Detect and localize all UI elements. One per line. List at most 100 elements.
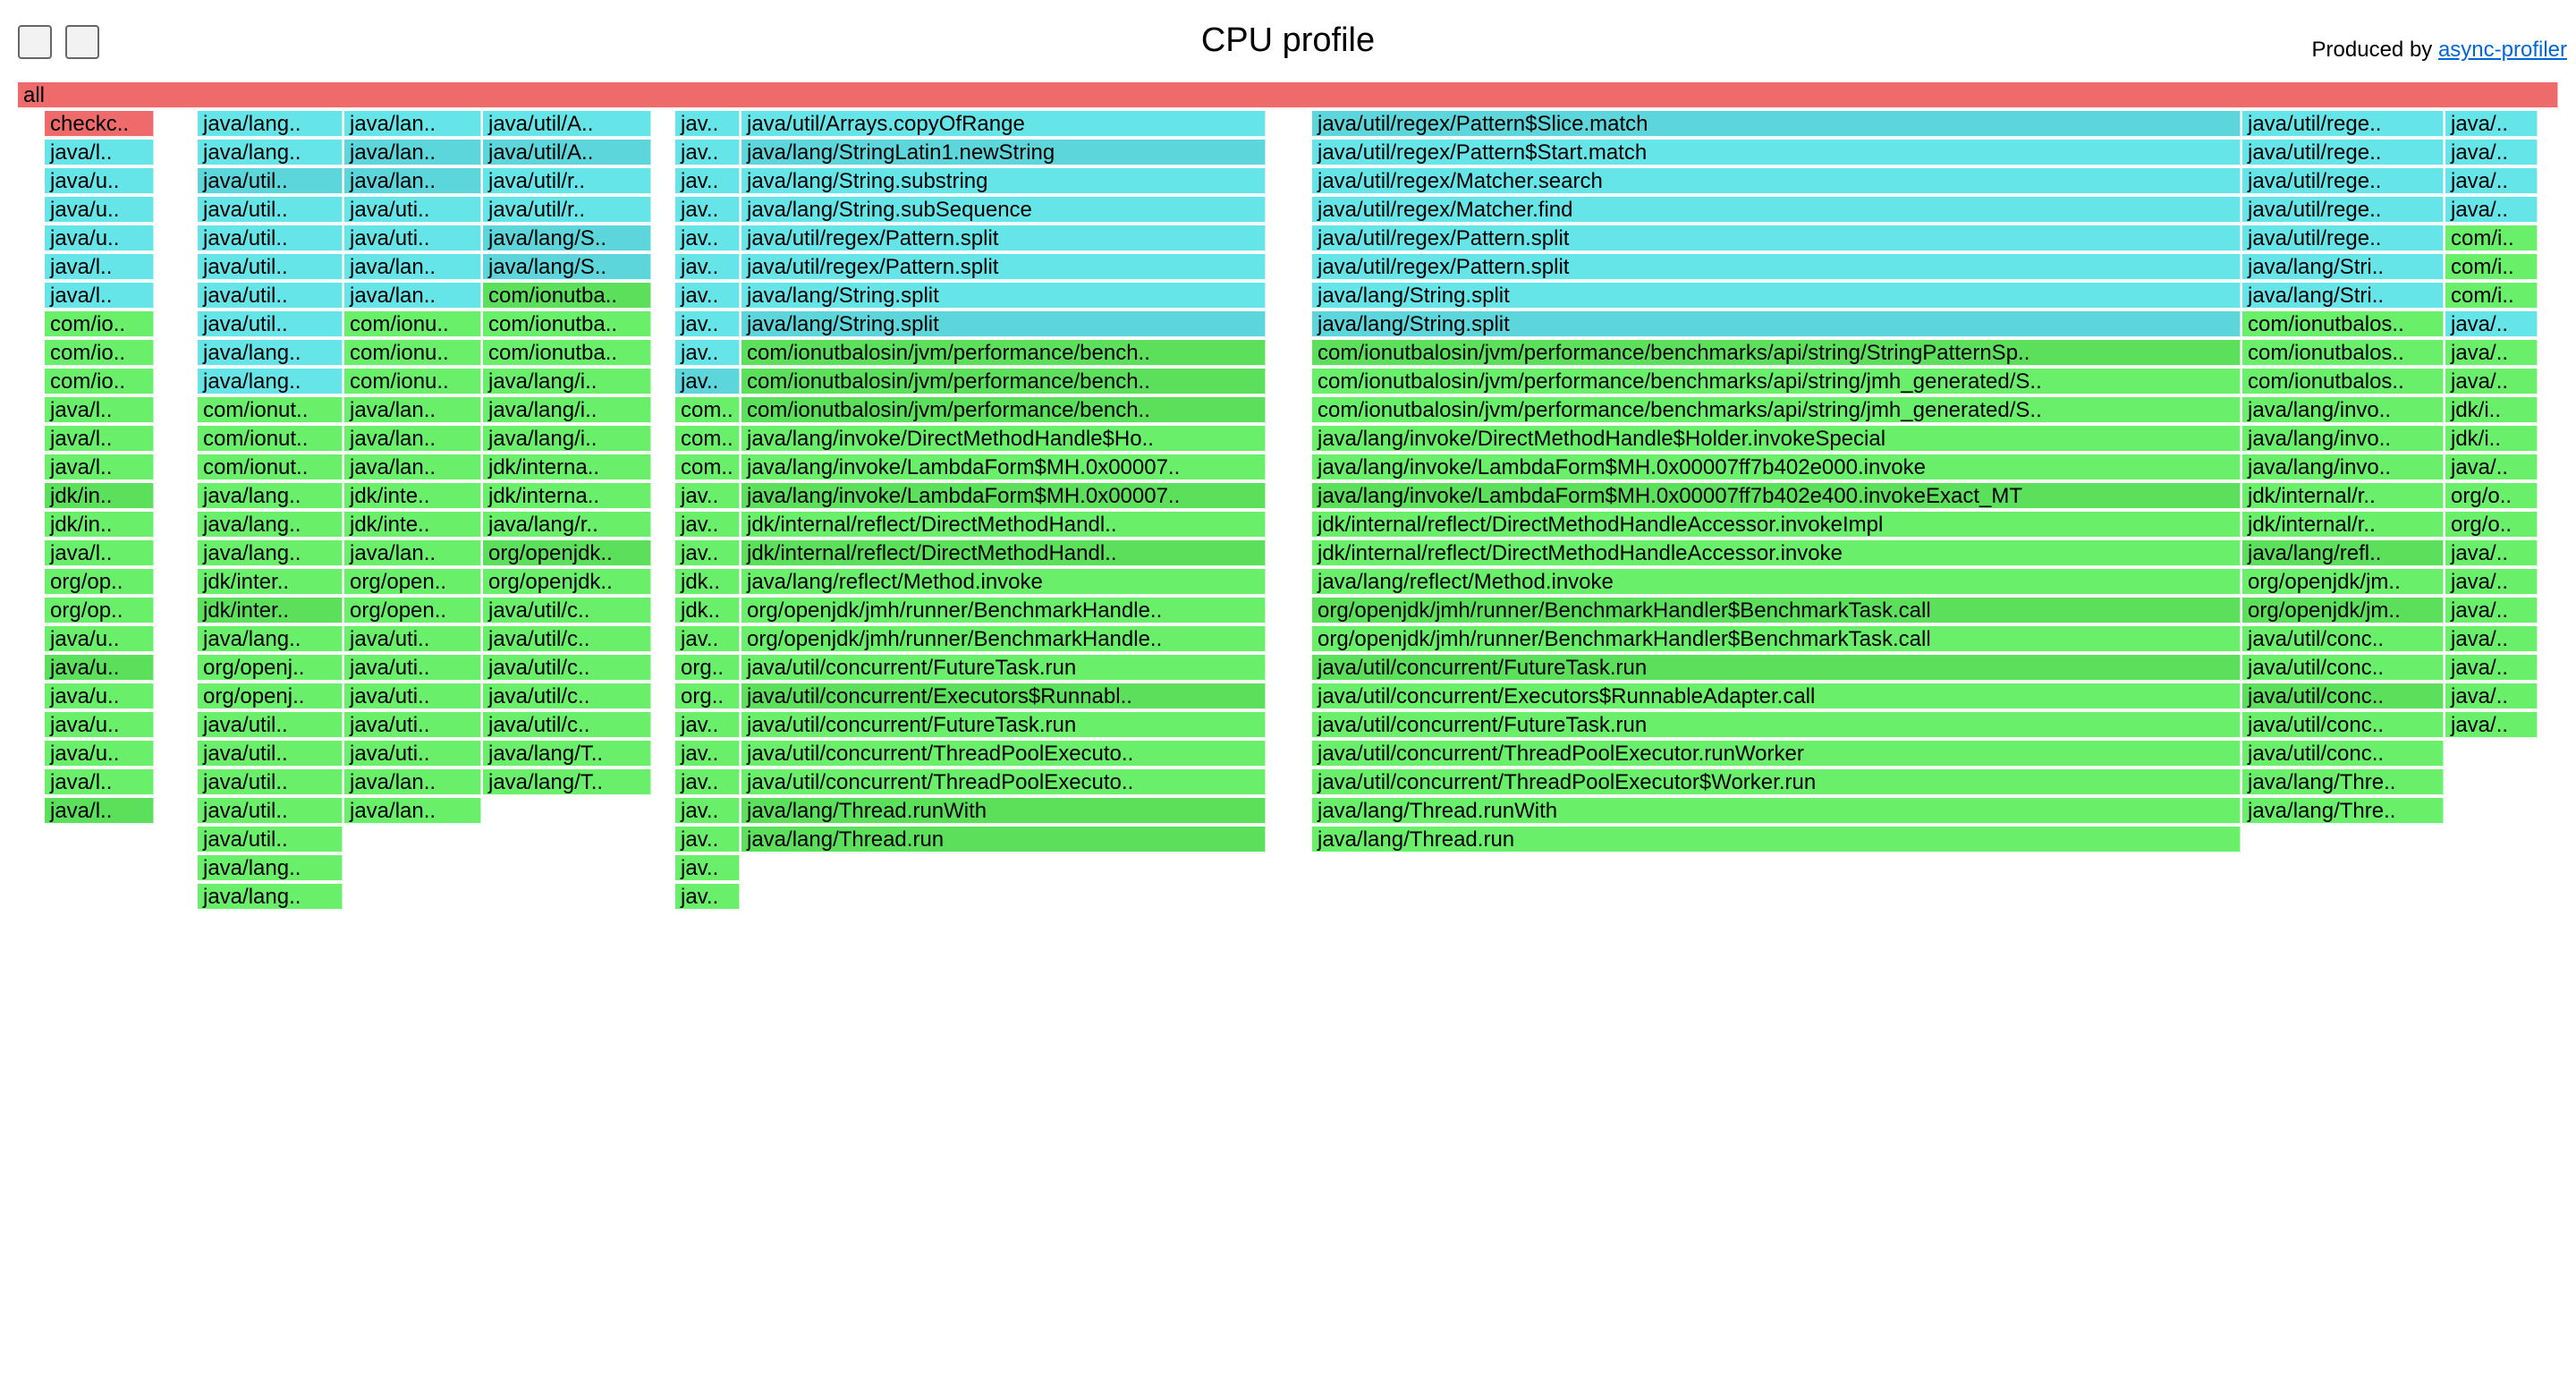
frame[interactable]: com/ionutba.. xyxy=(483,340,651,367)
frame[interactable]: com/ionutbalos.. xyxy=(2242,311,2444,338)
frame[interactable]: java/.. xyxy=(2445,540,2538,567)
frame[interactable]: jav.. xyxy=(675,283,740,310)
frame[interactable]: java/lang.. xyxy=(198,855,343,882)
frame[interactable]: jav.. xyxy=(675,254,740,281)
frame[interactable]: java/lan.. xyxy=(344,283,481,310)
frame[interactable]: java/util/regex/Pattern.split xyxy=(1312,225,2241,252)
frame[interactable]: java/lang/String.split xyxy=(1312,311,2241,338)
frame[interactable]: java/util/concurrent/ThreadPoolExecutor$… xyxy=(1312,769,2241,796)
frame[interactable]: jav.. xyxy=(675,540,740,567)
frame[interactable]: java/lang/Thread.run xyxy=(741,827,1266,853)
frame[interactable]: java/lang/String.subSequence xyxy=(741,197,1266,224)
frame[interactable]: jav.. xyxy=(675,741,740,768)
frame[interactable]: java/util/r.. xyxy=(483,197,651,224)
frame[interactable]: java/.. xyxy=(2445,626,2538,653)
frame[interactable]: java/lang.. xyxy=(198,884,343,911)
frame[interactable]: org.. xyxy=(675,655,740,682)
frame[interactable]: java/uti.. xyxy=(344,655,481,682)
frame[interactable]: java/util/conc.. xyxy=(2242,655,2444,682)
frame[interactable]: java/util/concurrent/FutureTask.run xyxy=(741,655,1266,682)
frame[interactable]: jav.. xyxy=(675,855,740,882)
frame[interactable]: java/lang/S.. xyxy=(483,254,651,281)
frame[interactable]: com/ionutbalos.. xyxy=(2242,340,2444,367)
frame[interactable]: java/lang/invoke/LambdaForm$MH.0x00007ff… xyxy=(1312,454,2241,481)
frame[interactable]: org/openjdk.. xyxy=(483,540,651,567)
frame[interactable]: java/util/conc.. xyxy=(2242,683,2444,710)
frame[interactable]: java/lang.. xyxy=(198,512,343,539)
frame[interactable]: java/util/regex/Pattern$Start.match xyxy=(1312,140,2241,166)
frame[interactable]: jdk/internal/r.. xyxy=(2242,512,2444,539)
frame[interactable]: jdk/internal/reflect/DirectMethodHandleA… xyxy=(1312,512,2241,539)
frame[interactable]: com/ionutbalosin/jvm/performance/bench.. xyxy=(741,397,1266,424)
frame[interactable]: java/lang/Thre.. xyxy=(2242,769,2444,796)
frame[interactable]: java/util/c.. xyxy=(483,655,651,682)
frame[interactable]: jdk/internal/reflect/DirectMethodHandl.. xyxy=(741,512,1266,539)
frame[interactable]: java/l.. xyxy=(45,426,154,453)
frame[interactable]: java/uti.. xyxy=(344,741,481,768)
frame[interactable]: org/o.. xyxy=(2445,483,2538,510)
frame[interactable]: java/lang/Thread.runWith xyxy=(1312,798,2241,825)
frame[interactable]: java/.. xyxy=(2445,655,2538,682)
frame[interactable]: java/u.. xyxy=(45,741,154,768)
frame[interactable]: java/lan.. xyxy=(344,769,481,796)
frame[interactable]: java/.. xyxy=(2445,369,2538,395)
frame[interactable]: java/util/r.. xyxy=(483,168,651,195)
frame[interactable]: java/lang/String.split xyxy=(1312,283,2241,310)
frame[interactable]: java/util/regex/Pattern.split xyxy=(741,254,1266,281)
frame[interactable]: java/lang/StringLatin1.newString xyxy=(741,140,1266,166)
reverse-button[interactable] xyxy=(18,25,52,59)
frame[interactable]: jav.. xyxy=(675,712,740,739)
frame[interactable]: java/util.. xyxy=(198,168,343,195)
frame[interactable]: java/util/regex/Pattern.split xyxy=(1312,254,2241,281)
frame[interactable]: com/ionutbalosin/jvm/performance/bench.. xyxy=(741,369,1266,395)
frame[interactable]: org/open.. xyxy=(344,569,481,596)
frame[interactable]: java/l.. xyxy=(45,454,154,481)
frame[interactable]: com/ionutba.. xyxy=(483,283,651,310)
frame[interactable]: java/lang/Thread.runWith xyxy=(741,798,1266,825)
frame[interactable]: java/lan.. xyxy=(344,397,481,424)
frame[interactable]: java/util/concurrent/FutureTask.run xyxy=(741,712,1266,739)
frame[interactable]: java/util/concurrent/ThreadPoolExecuto.. xyxy=(741,741,1266,768)
frame[interactable]: java/lang/i.. xyxy=(483,397,651,424)
frame[interactable]: java/lan.. xyxy=(344,168,481,195)
frame[interactable]: java/lan.. xyxy=(344,454,481,481)
frame[interactable]: com/ionutbalos.. xyxy=(2242,369,2444,395)
frame[interactable]: java/lang/Thread.run xyxy=(1312,827,2241,853)
frame[interactable]: java/lan.. xyxy=(344,540,481,567)
frame[interactable]: java/util/c.. xyxy=(483,626,651,653)
frame[interactable]: jav.. xyxy=(675,626,740,653)
frame[interactable]: jdk/inte.. xyxy=(344,512,481,539)
frame[interactable]: java/u.. xyxy=(45,655,154,682)
frame[interactable]: jdk/inte.. xyxy=(344,483,481,510)
frame[interactable]: java/util.. xyxy=(198,311,343,338)
frame[interactable]: java/.. xyxy=(2445,197,2538,224)
frame[interactable]: org/openjdk.. xyxy=(483,569,651,596)
frame[interactable]: java/lang/S.. xyxy=(483,225,651,252)
frame[interactable]: com/ionutba.. xyxy=(483,311,651,338)
frame[interactable]: com/ionutbalosin/jvm/performance/benchma… xyxy=(1312,340,2241,367)
frame[interactable]: java/.. xyxy=(2445,311,2538,338)
frame[interactable]: jav.. xyxy=(675,512,740,539)
frame[interactable]: java/lang.. xyxy=(198,340,343,367)
frame[interactable]: com/ionu.. xyxy=(344,369,481,395)
frame[interactable]: java/util/conc.. xyxy=(2242,626,2444,653)
search-button[interactable] xyxy=(65,25,99,59)
frame[interactable]: java/uti.. xyxy=(344,712,481,739)
frame[interactable]: java/lan.. xyxy=(344,140,481,166)
frame[interactable]: org/open.. xyxy=(344,598,481,624)
frame[interactable]: jav.. xyxy=(675,827,740,853)
frame[interactable]: java/lang/refl.. xyxy=(2242,540,2444,567)
frame[interactable]: java/lang/Stri.. xyxy=(2242,254,2444,281)
frame[interactable]: java/l.. xyxy=(45,254,154,281)
frame[interactable]: java/util/concurrent/FutureTask.run xyxy=(1312,712,2241,739)
frame[interactable]: com/io.. xyxy=(45,340,154,367)
frame[interactable]: com/ionut.. xyxy=(198,454,343,481)
frame[interactable]: com/ionutbalosin/jvm/performance/bench.. xyxy=(741,340,1266,367)
frame[interactable]: java/lang/i.. xyxy=(483,426,651,453)
frame[interactable]: java/uti.. xyxy=(344,225,481,252)
frame[interactable]: java/util/concurrent/FutureTask.run xyxy=(1312,655,2241,682)
frame[interactable]: jav.. xyxy=(675,884,740,911)
frame[interactable]: java/util/regex/Matcher.search xyxy=(1312,168,2241,195)
frame[interactable]: java/util/A.. xyxy=(483,140,651,166)
frame[interactable]: com/ionutbalosin/jvm/performance/benchma… xyxy=(1312,369,2241,395)
